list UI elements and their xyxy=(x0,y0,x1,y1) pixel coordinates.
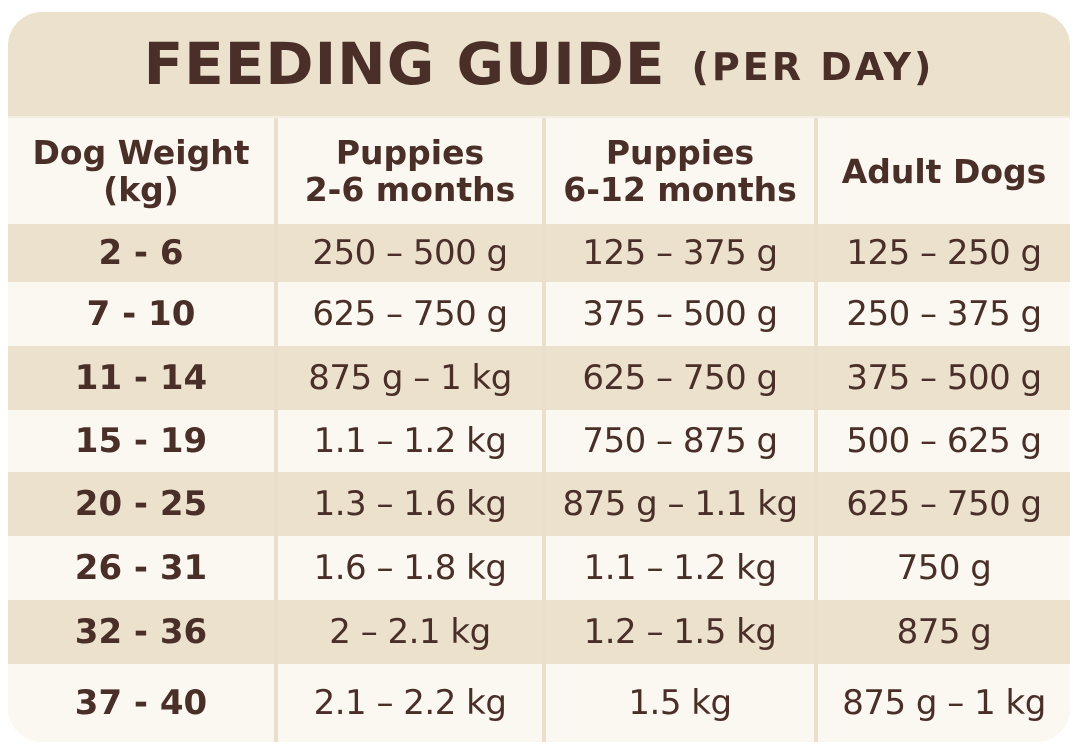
adult-dogs-cell: 875 g xyxy=(818,600,1070,664)
adult-dogs-cell: 375 – 500 g xyxy=(818,346,1070,410)
header-adult-dogs: Adult Dogs xyxy=(818,118,1070,224)
weight-cell: 7 - 10 xyxy=(8,282,274,346)
puppies-2-6-cell: 1.6 – 1.8 kg xyxy=(278,536,542,600)
weight-cell: 2 - 6 xyxy=(8,224,274,282)
header-dog-weight-line1: Dog Weight xyxy=(32,133,250,172)
puppies-2-6-cell: 875 g – 1 kg xyxy=(278,346,542,410)
puppies-6-12-cell: 1.1 – 1.2 kg xyxy=(546,536,814,600)
adult-dogs-cell: 500 – 625 g xyxy=(818,410,1070,472)
weight-cell: 37 - 40 xyxy=(8,664,274,742)
puppies-2-6-cell: 2 – 2.1 kg xyxy=(278,600,542,664)
column-divider xyxy=(814,118,818,742)
table-header-row: Dog Weight (kg) Puppies 2-6 months Puppi… xyxy=(8,118,1070,224)
table-row: 15 - 19 1.1 – 1.2 kg 750 – 875 g 500 – 6… xyxy=(8,410,1070,472)
header-adult-dogs-line1: Adult Dogs xyxy=(841,151,1047,191)
puppies-6-12-cell: 625 – 750 g xyxy=(546,346,814,410)
header-dog-weight: Dog Weight (kg) xyxy=(8,118,274,224)
puppies-6-12-cell: 375 – 500 g xyxy=(546,282,814,346)
puppies-2-6-cell: 1.1 – 1.2 kg xyxy=(278,410,542,472)
puppies-6-12-cell: 875 g – 1.1 kg xyxy=(546,472,814,536)
page-subtitle: (PER DAY) xyxy=(691,45,935,89)
table-row: 7 - 10 625 – 750 g 375 – 500 g 250 – 375… xyxy=(8,282,1070,346)
feeding-table: Dog Weight (kg) Puppies 2-6 months Puppi… xyxy=(8,118,1070,742)
adult-dogs-cell: 750 g xyxy=(818,536,1070,600)
table-row: 2 - 6 250 – 500 g 125 – 375 g 125 – 250 … xyxy=(8,224,1070,282)
header-puppies-6-12-line2: 6-12 months xyxy=(563,170,797,209)
feeding-guide-card: FEEDING GUIDE (PER DAY) Dog Weight (kg) … xyxy=(8,12,1070,742)
table-row: 11 - 14 875 g – 1 kg 625 – 750 g 375 – 5… xyxy=(8,346,1070,410)
weight-cell: 32 - 36 xyxy=(8,600,274,664)
adult-dogs-cell: 250 – 375 g xyxy=(818,282,1070,346)
weight-cell: 15 - 19 xyxy=(8,410,274,472)
page-title: FEEDING GUIDE xyxy=(143,30,666,98)
column-divider xyxy=(542,118,546,742)
puppies-6-12-cell: 125 – 375 g xyxy=(546,224,814,282)
puppies-6-12-cell: 750 – 875 g xyxy=(546,410,814,472)
header-puppies-2-6-line2: 2-6 months xyxy=(304,170,516,209)
table-row: 37 - 40 2.1 – 2.2 kg 1.5 kg 875 g – 1 kg xyxy=(8,664,1070,742)
puppies-6-12-cell: 1.5 kg xyxy=(546,664,814,742)
adult-dogs-cell: 875 g – 1 kg xyxy=(818,664,1070,742)
table-row: 26 - 31 1.6 – 1.8 kg 1.1 – 1.2 kg 750 g xyxy=(8,536,1070,600)
puppies-2-6-cell: 250 – 500 g xyxy=(278,224,542,282)
weight-cell: 20 - 25 xyxy=(8,472,274,536)
header-dog-weight-line2: (kg) xyxy=(103,170,179,209)
header-puppies-2-6-line1: Puppies xyxy=(335,133,485,172)
column-divider xyxy=(274,118,278,742)
table-row: 32 - 36 2 – 2.1 kg 1.2 – 1.5 kg 875 g xyxy=(8,600,1070,664)
header-puppies-6-12-line1: Puppies xyxy=(605,133,755,172)
table-row: 20 - 25 1.3 – 1.6 kg 875 g – 1.1 kg 625 … xyxy=(8,472,1070,536)
adult-dogs-cell: 125 – 250 g xyxy=(818,224,1070,282)
puppies-6-12-cell: 1.2 – 1.5 kg xyxy=(546,600,814,664)
weight-cell: 26 - 31 xyxy=(8,536,274,600)
title-bar: FEEDING GUIDE (PER DAY) xyxy=(8,12,1070,116)
adult-dogs-cell: 625 – 750 g xyxy=(818,472,1070,536)
puppies-2-6-cell: 625 – 750 g xyxy=(278,282,542,346)
header-puppies-6-12: Puppies 6-12 months xyxy=(546,118,814,224)
weight-cell: 11 - 14 xyxy=(8,346,274,410)
puppies-2-6-cell: 1.3 – 1.6 kg xyxy=(278,472,542,536)
puppies-2-6-cell: 2.1 – 2.2 kg xyxy=(278,664,542,742)
header-puppies-2-6: Puppies 2-6 months xyxy=(278,118,542,224)
